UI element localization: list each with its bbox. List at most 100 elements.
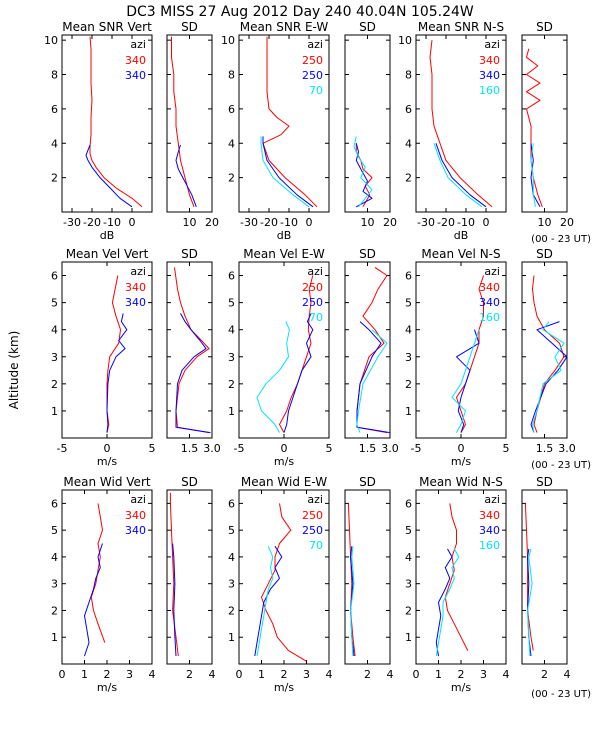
y-tick-label: 3	[51, 578, 58, 591]
panel-snr-mean-2: Mean SNR E-W 2 4 6 8 10 -30 -20 -10 0 dB azi 250 250 7…	[221, 20, 330, 242]
series-line-340	[172, 543, 177, 657]
x-tick-label: -30	[63, 216, 81, 229]
series-line-340	[90, 503, 106, 643]
y-tick-label: 5	[51, 297, 58, 310]
x-tick-label: 4	[564, 668, 571, 681]
y-axis-label: Altitude (km)	[7, 331, 21, 410]
y-tick-label: 5	[405, 524, 412, 537]
panel-snr-sd-5: SD 10 20	[521, 20, 574, 229]
x-tick-label: 5	[503, 442, 510, 455]
y-tick-label: 6	[51, 270, 58, 283]
legend-header: azi	[484, 265, 500, 278]
x-tick-label: 3.0	[381, 442, 399, 455]
panel-title: SD	[359, 247, 376, 261]
x-tick-label: 20	[560, 216, 574, 229]
x-tick-label: 1.5	[359, 442, 377, 455]
legend-header: azi	[130, 38, 146, 51]
series-line-340	[175, 313, 211, 434]
panel-wid-sd-1: SD 2 4	[166, 475, 216, 681]
y-tick-label: 3	[228, 578, 235, 591]
panel-title: SD	[536, 20, 553, 34]
y-tick-label: 4	[228, 551, 235, 564]
series-line-160	[435, 548, 460, 657]
panel-title: Mean SNR Vert	[62, 20, 152, 34]
y-tick-label: 4	[405, 551, 412, 564]
y-tick-label: 2	[228, 604, 235, 617]
panel-title: Mean Wid N-S	[419, 475, 503, 489]
x-tick-label: 3	[303, 668, 310, 681]
panel-title: SD	[536, 247, 553, 261]
series-line-250	[261, 503, 307, 662]
legend-entry-340: 340	[125, 54, 146, 67]
legend-entry-250: 250	[302, 509, 323, 522]
x-tick-label: 2	[364, 668, 371, 681]
panel-title: SD	[359, 20, 376, 34]
y-tick-label: 8	[405, 69, 412, 82]
panel-vel-sd-5: SD 1.5 3.0	[521, 247, 576, 455]
legend-entry-340: 340	[479, 296, 500, 309]
y-tick-label: 2	[228, 172, 235, 185]
y-tick-label: 8	[228, 69, 235, 82]
legend-entry-340: 340	[125, 524, 146, 537]
series-line-70	[350, 546, 355, 657]
panel-snr-sd-1: SD 10 20	[166, 20, 219, 229]
series-line-340	[444, 503, 469, 651]
series-line-340	[85, 144, 133, 208]
x-tick-label: 4	[503, 668, 510, 681]
panel-title: SD	[181, 247, 198, 261]
y-tick-label: 1	[405, 631, 412, 644]
x-tick-label: 2	[458, 668, 465, 681]
y-tick-label: 2	[228, 378, 235, 391]
series-line-160	[433, 143, 483, 208]
x-tick-label: -5	[411, 442, 422, 455]
legend-entry-250: 250	[302, 524, 323, 537]
panel-title: Mean SNR N-S	[418, 20, 504, 34]
x-tick-label: -10	[280, 216, 298, 229]
time-range-label-row-2: (00 - 23 UT)	[531, 460, 591, 471]
x-axis-label: m/s	[451, 681, 471, 694]
series-line-70	[353, 136, 373, 208]
legend-entry-340: 340	[125, 69, 146, 82]
legend-header: azi	[484, 493, 500, 506]
x-tick-label: 1	[435, 668, 442, 681]
x-tick-label: -20	[83, 216, 101, 229]
series-line-160	[451, 329, 480, 433]
legend-entry-70: 70	[309, 311, 323, 324]
series-line-250	[262, 36, 318, 208]
time-range-label-row-1: (00 - 23 UT)	[531, 234, 591, 245]
x-axis-label: m/s	[97, 455, 117, 468]
panel-frame	[521, 261, 568, 439]
panel-frame	[166, 261, 213, 439]
y-tick-label: 4	[405, 137, 412, 150]
y-tick-label: 6	[228, 270, 235, 283]
x-tick-label: -5	[57, 442, 68, 455]
y-tick-label: 3	[405, 578, 412, 591]
legend-entry-160: 160	[479, 539, 500, 552]
x-tick-label: -30	[417, 216, 435, 229]
x-tick-label: 0	[458, 442, 465, 455]
legend-entry-160: 160	[479, 84, 500, 97]
x-tick-label: -10	[457, 216, 475, 229]
panel-wid-mean-2: Mean Wid E-W 1 2 3 4 5 6 0 1 2 3 4 m/s azi 250 250 70	[228, 475, 333, 694]
x-axis-label: dB	[277, 229, 292, 242]
x-axis-label: m/s	[451, 455, 471, 468]
series-line-160	[530, 143, 536, 207]
legend-header: azi	[484, 38, 500, 51]
x-tick-label: 10	[183, 216, 197, 229]
y-tick-label: 6	[405, 497, 412, 510]
legend-entry-70: 70	[309, 84, 323, 97]
y-tick-label: 4	[405, 324, 412, 337]
y-tick-label: 1	[51, 405, 58, 418]
legend-entry-250: 250	[302, 54, 323, 67]
legend-entry-340: 340	[479, 281, 500, 294]
panel-snr-mean-0: Mean SNR Vert 2 4 6 8 10 -30 -20 -10 0 dB azi 340 340	[44, 20, 153, 242]
series-line-340	[524, 503, 534, 651]
series-line-70	[356, 329, 388, 433]
panel-title: SD	[536, 475, 553, 489]
y-tick-label: 4	[51, 324, 58, 337]
y-tick-label: 5	[405, 297, 412, 310]
series-line-160	[532, 321, 565, 433]
panel-frame	[521, 34, 568, 213]
